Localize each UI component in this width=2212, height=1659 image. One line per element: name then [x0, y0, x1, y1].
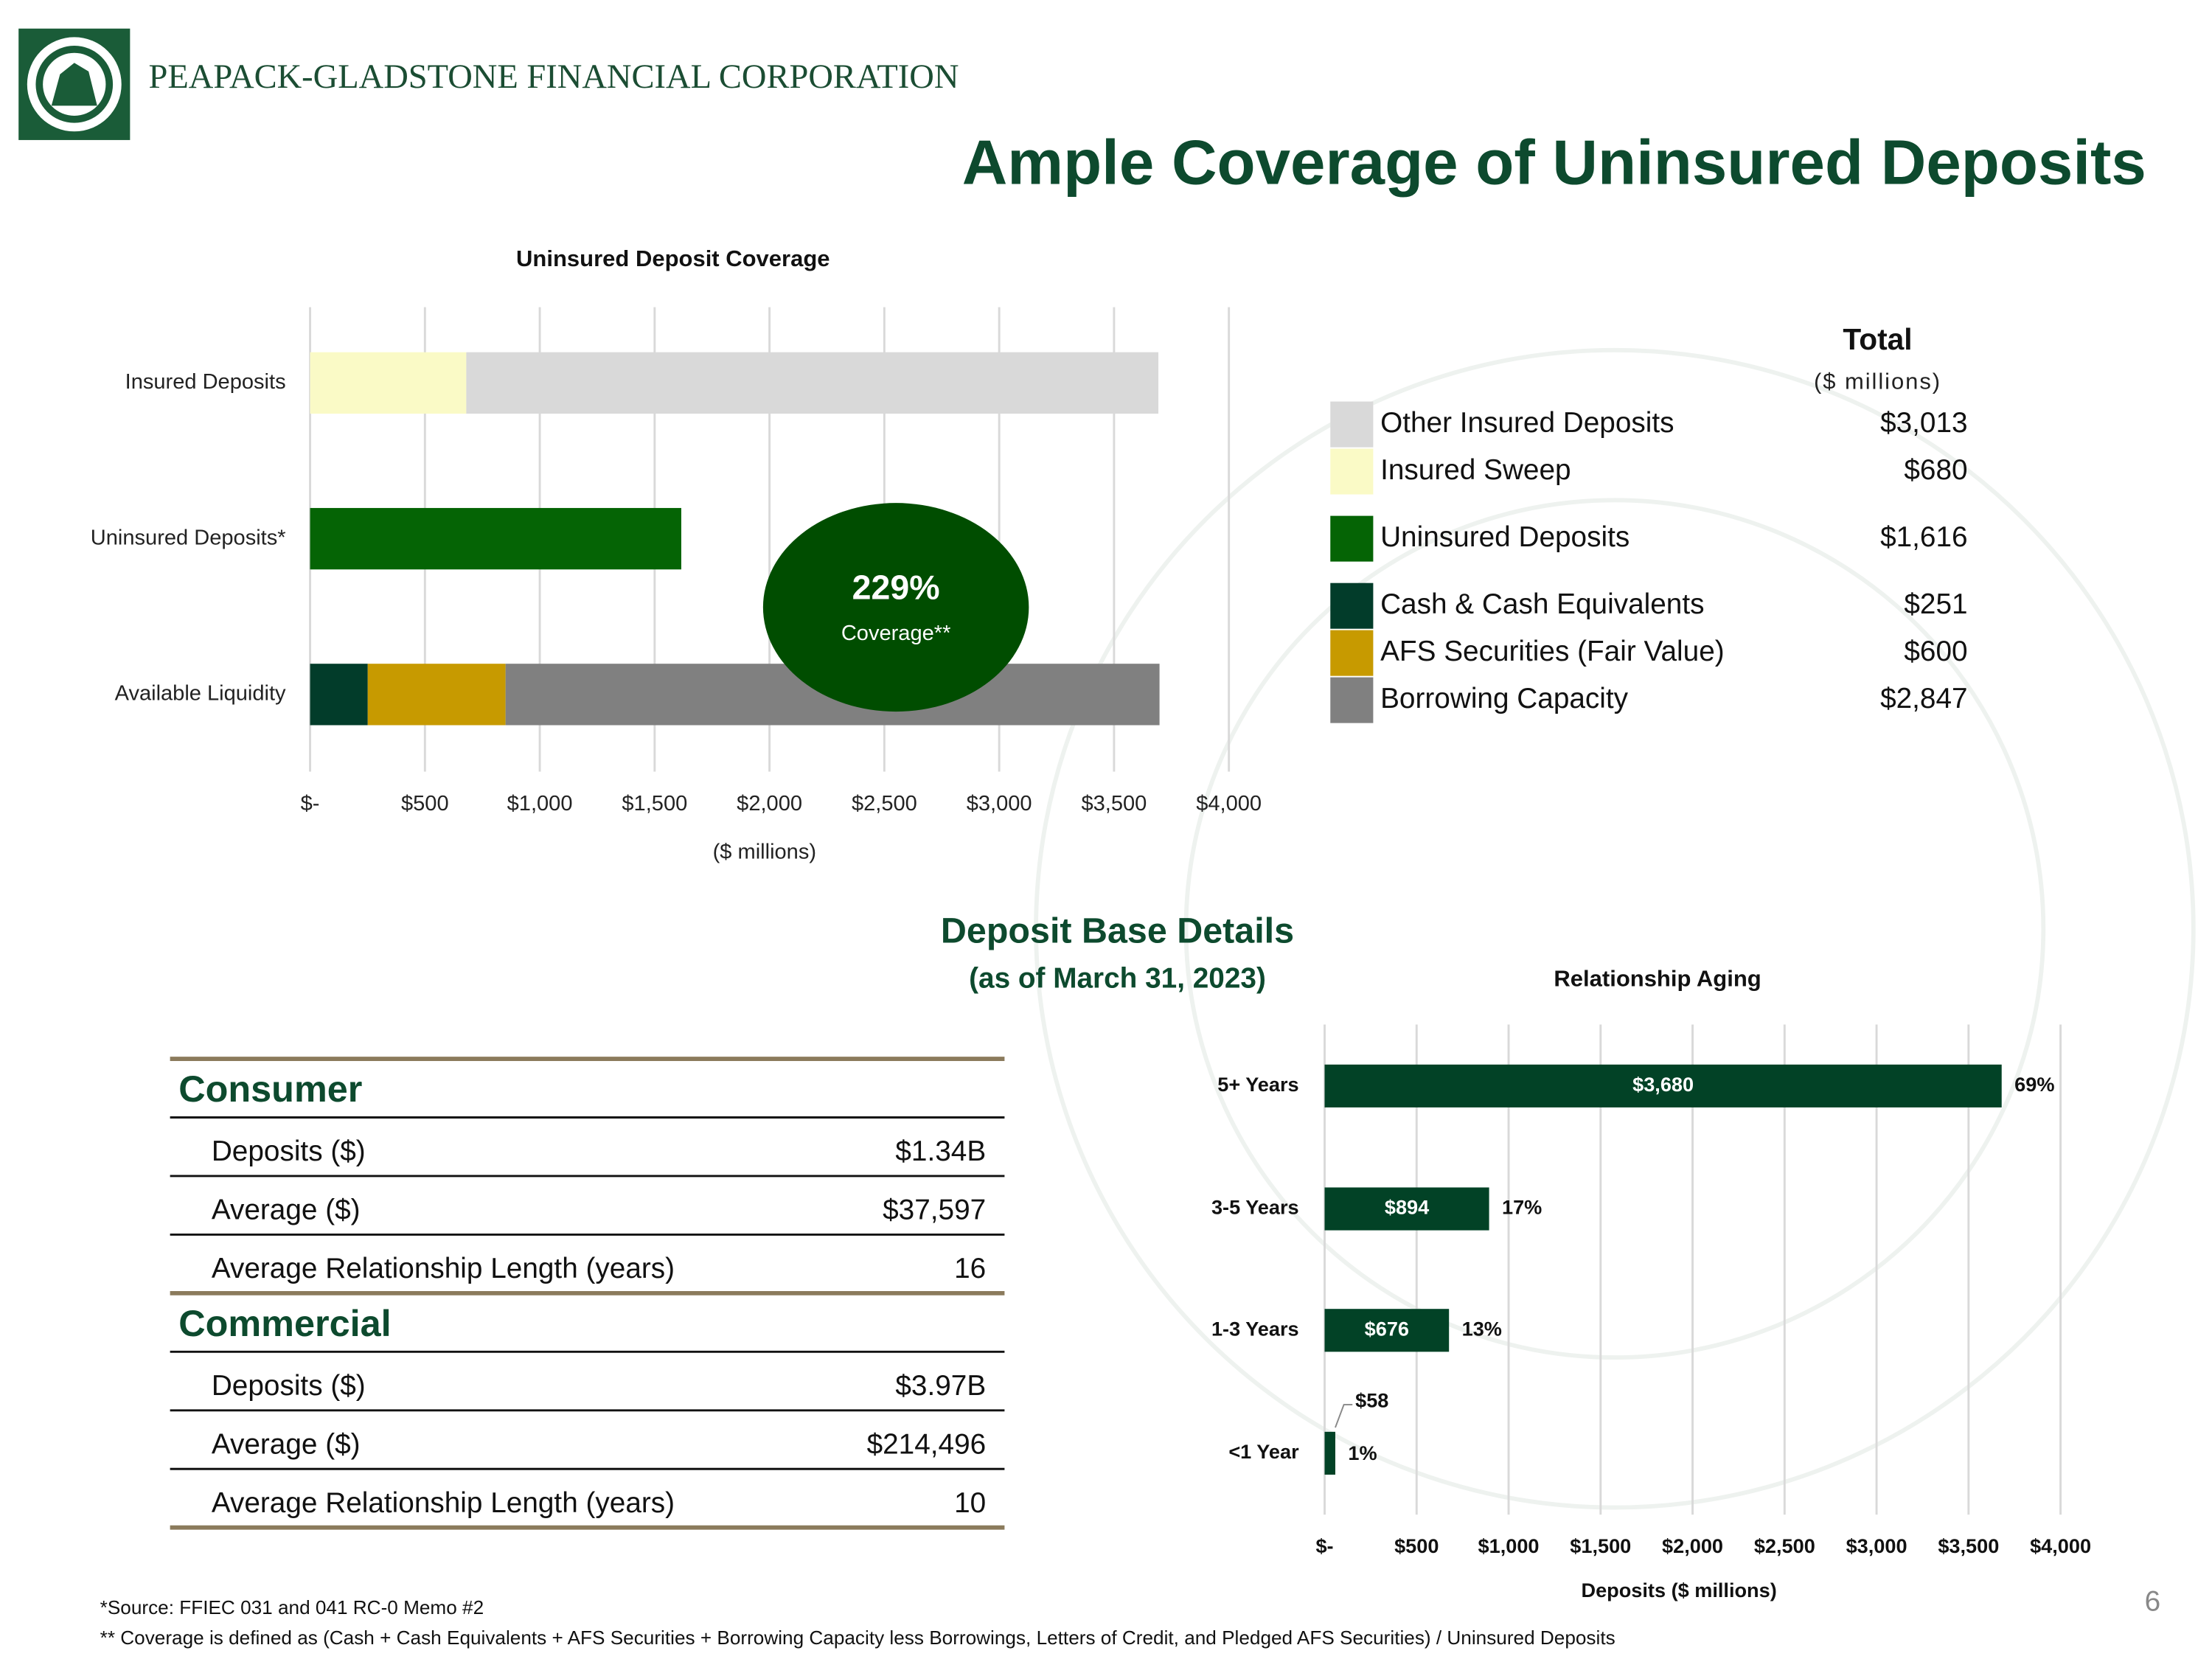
value-label: $58 [1355, 1388, 1388, 1411]
x-tick-label: $1,500 [1570, 1534, 1631, 1557]
row-label: Deposits ($) [212, 1370, 366, 1402]
row-value: 16 [954, 1253, 986, 1284]
leader-line [1335, 1404, 1353, 1428]
x-tick-label: $500 [401, 792, 449, 815]
bar [1324, 1187, 1489, 1231]
x-tick-label: $4,000 [1196, 792, 1262, 815]
coverage-bubble [762, 503, 1029, 712]
legend-swatch [1330, 582, 1374, 629]
x-axis-label: ($ millions) [713, 841, 816, 864]
legend-label: AFS Securities (Fair Value) [1380, 636, 1725, 667]
row-value: $1.34B [895, 1135, 986, 1167]
y-tick-label: Available Liquidity [115, 682, 286, 706]
x-tick-label: $3,500 [1081, 792, 1147, 815]
x-tick-label: $1,000 [1478, 1534, 1540, 1557]
chart-title: Relationship Aging [1554, 966, 1761, 992]
x-tick-label: $3,000 [1846, 1534, 1907, 1557]
page-number: 6 [2145, 1586, 2161, 1618]
row-value: $214,496 [867, 1428, 987, 1460]
section-subtitle: (as of March 31, 2023) [969, 963, 1266, 995]
coverage-value: 229% [852, 568, 940, 607]
section-name: Commercial [178, 1302, 391, 1344]
y-tick-label: 1-3 Years [1211, 1317, 1299, 1340]
x-tick-label: $500 [1394, 1534, 1439, 1557]
bar-segment [466, 352, 1159, 414]
footnote: ** Coverage is defined as (Cash + Cash E… [100, 1627, 1615, 1649]
x-tick-label: $- [1315, 1534, 1333, 1557]
x-tick-label: $1,000 [507, 792, 573, 815]
bar [1324, 1064, 2002, 1107]
watermark [1034, 347, 2196, 1510]
legend-subheader: ($ millions) [1814, 369, 1941, 394]
legend-swatch [1330, 630, 1374, 676]
percent-label: 17% [1502, 1196, 1542, 1219]
y-tick-label: 5+ Years [1217, 1073, 1298, 1096]
row-label: Deposits ($) [212, 1135, 366, 1167]
legend-header: Total [1843, 322, 1912, 356]
x-tick-label: $1,500 [622, 792, 687, 815]
bar-segment [310, 664, 368, 726]
legend-label: Other Insured Deposits [1380, 407, 1674, 439]
value-label: $894 [1385, 1196, 1429, 1219]
y-tick-label: Uninsured Deposits* [91, 526, 286, 549]
bar-segment [310, 352, 467, 414]
legend-label: Borrowing Capacity [1380, 683, 1629, 714]
footnote: *Source: FFIEC 031 and 041 RC-0 Memo #2 [100, 1596, 484, 1618]
bar-segment [367, 664, 506, 726]
legend-label: Cash & Cash Equivalents [1380, 588, 1704, 620]
legend-value: $600 [1904, 636, 1967, 667]
bar [1324, 1309, 1450, 1352]
percent-label: 1% [1348, 1441, 1377, 1464]
x-axis-label: Deposits ($ millions) [1581, 1579, 1776, 1601]
x-tick-label: $- [301, 792, 320, 815]
y-tick-label: Insured Deposits [125, 370, 286, 394]
row-value: $37,597 [883, 1194, 986, 1226]
row-value: 10 [954, 1487, 986, 1519]
legend-value: $680 [1904, 454, 1967, 486]
logo [18, 28, 131, 140]
section-title: Deposit Base Details [941, 911, 1294, 950]
legend-swatch [1330, 448, 1374, 495]
chart-title: Uninsured Deposit Coverage [516, 246, 830, 271]
bar [1324, 1431, 1335, 1475]
x-tick-label: $2,500 [852, 792, 917, 815]
coverage-text: Coverage** [841, 622, 951, 645]
company-name: PEAPACK-GLADSTONE FINANCIAL CORPORATION [149, 58, 959, 96]
legend-value: $1,616 [1880, 521, 1968, 553]
slide-title: Ample Coverage of Uninsured Deposits [962, 128, 2146, 198]
x-tick-label: $4,000 [2030, 1534, 2091, 1557]
legend-value: $251 [1904, 588, 1967, 620]
row-label: Average Relationship Length (years) [212, 1487, 675, 1519]
value-label: $676 [1365, 1317, 1409, 1340]
row-label: Average Relationship Length (years) [212, 1253, 675, 1284]
percent-label: 69% [2014, 1073, 2054, 1096]
percent-label: 13% [1462, 1317, 1502, 1340]
row-label: Average ($) [212, 1428, 361, 1460]
x-tick-label: $3,500 [1938, 1534, 1999, 1557]
legend-value: $3,013 [1880, 407, 1968, 439]
bar-segment [310, 507, 681, 570]
x-tick-label: $2,000 [737, 792, 802, 815]
section-name: Consumer [178, 1068, 362, 1110]
legend-label: Uninsured Deposits [1380, 521, 1630, 553]
x-tick-label: $2,000 [1662, 1534, 1723, 1557]
legend-label: Insured Sweep [1380, 454, 1571, 486]
row-label: Average ($) [212, 1194, 361, 1226]
value-label: $3,680 [1632, 1073, 1694, 1096]
legend-swatch [1330, 401, 1374, 448]
legend-swatch [1330, 515, 1374, 562]
x-tick-label: $2,500 [1754, 1534, 1815, 1557]
y-tick-label: 3-5 Years [1211, 1196, 1299, 1219]
x-tick-label: $3,000 [967, 792, 1032, 815]
y-tick-label: <1 Year [1228, 1440, 1299, 1463]
legend-value: $2,847 [1880, 683, 1968, 714]
legend-swatch [1330, 677, 1374, 723]
row-value: $3.97B [895, 1370, 986, 1402]
